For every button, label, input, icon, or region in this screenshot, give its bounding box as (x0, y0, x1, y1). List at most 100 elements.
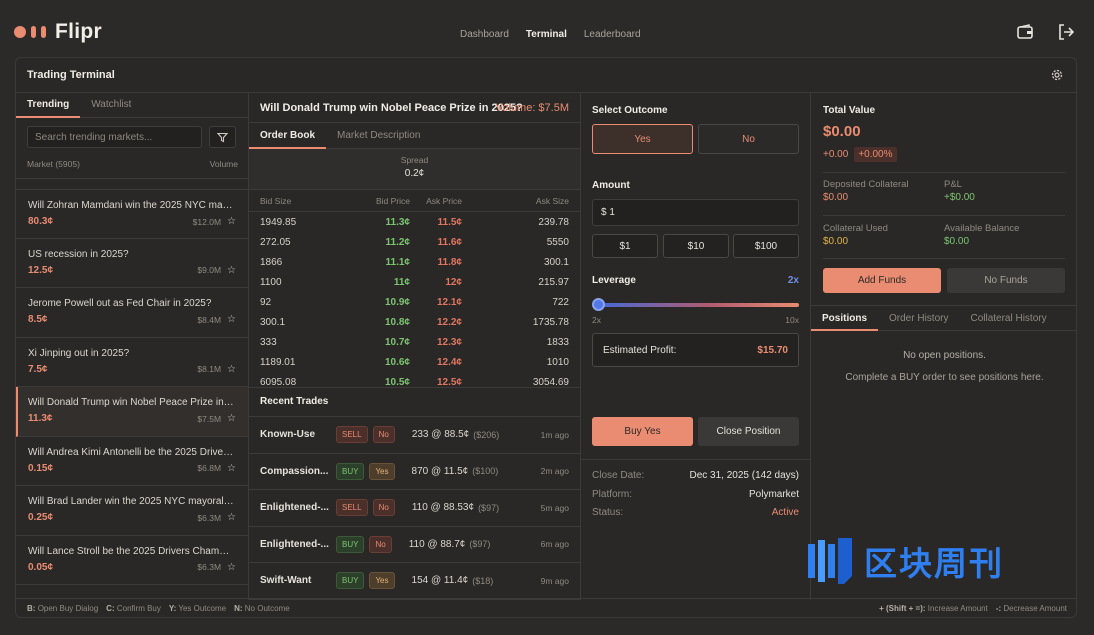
tab-trending[interactable]: Trending (16, 93, 81, 118)
leverage-min-label: 2x (592, 315, 601, 325)
market-volume-value: $6.3M (197, 512, 222, 523)
order-book-row[interactable]: 300.1 10.8¢ 12.2¢ 1735.78 (249, 312, 580, 332)
leverage-slider-track[interactable] (598, 303, 799, 307)
platform-value: Polymarket (748, 488, 799, 500)
trade-time: 6m ago (540, 539, 569, 550)
outcome-yes-button[interactable]: Yes (592, 124, 693, 154)
ask-price: 11.5¢ (437, 216, 462, 228)
bid-price: 10.9¢ (384, 296, 410, 308)
market-info: Close Date: Dec 31, 2025 (142 days) Plat… (581, 459, 810, 526)
tab-order-book[interactable]: Order Book (249, 123, 327, 149)
close-position-button[interactable]: Close Position (698, 417, 799, 446)
trade-detail: 110 @ 88.53¢ (411, 502, 475, 514)
trader-name[interactable]: Known-Use (260, 429, 315, 441)
trade-detail: 154 @ 11.4¢ (411, 575, 469, 587)
no-positions-hint: Complete a BUY order to see positions he… (845, 372, 1044, 383)
market-list-item[interactable]: Will Donald Trump win Nobel Peace Prize … (16, 387, 248, 437)
amount-input[interactable] (592, 199, 799, 226)
available-balance-label: Available Balance (944, 223, 1020, 234)
quick-amount-10-button[interactable]: $10 (663, 234, 729, 258)
market-price: 8.5¢ (28, 314, 48, 325)
shortcut-decrease-amount: -: Decrease Amount (995, 603, 1067, 613)
trader-name[interactable]: Compassion... (260, 465, 329, 477)
order-book-row[interactable]: 6095.08 10.5¢ 12.5¢ 3054.69 (249, 373, 580, 388)
bid-size: 92 (260, 296, 272, 308)
star-icon[interactable]: ☆ (227, 216, 236, 227)
order-book-row[interactable]: 1866 11.1¢ 11.8¢ 300.1 (249, 252, 580, 272)
star-icon[interactable]: ☆ (227, 314, 236, 325)
market-volume: $9.0M ☆ (197, 265, 236, 276)
order-book-row[interactable]: 1949.85 11.3¢ 11.5¢ 239.78 (249, 212, 580, 232)
market-question: Will Donald Trump win Nobel Peace Prize … (28, 397, 234, 408)
star-icon[interactable]: ☆ (227, 561, 236, 573)
tab-market-description[interactable]: Market Description (337, 130, 421, 141)
nav-leaderboard[interactable]: Leaderboard (583, 29, 641, 40)
order-book-row[interactable]: 272.05 11.2¢ 11.6¢ 5550 (249, 232, 580, 252)
market-list-item[interactable]: Will Brad Lander win the 2025 NYC mayora… (16, 486, 248, 536)
bid-price: 10.5¢ (384, 377, 410, 388)
logo[interactable]: Flipr (14, 20, 102, 44)
market-list-item[interactable]: Will Andrea Kimi Antonelli be the 2025 D… (16, 437, 248, 486)
ask-size: 215.97 (538, 276, 569, 288)
star-icon[interactable]: ☆ (227, 363, 236, 375)
market-volume: $8.4M ☆ (197, 314, 236, 325)
market-question: Will Lance Stroll be the 2025 Drivers Ch… (28, 545, 234, 557)
status-badge: Active (771, 507, 799, 518)
bid-size: 1189.01 (260, 357, 296, 369)
trade-usd: ($18) (472, 575, 494, 586)
filter-button[interactable] (209, 126, 236, 148)
no-positions-message: No open positions. (903, 350, 986, 361)
order-book-row[interactable]: 1100 11¢ 12¢ 215.97 (249, 272, 580, 292)
bid-price-header: Bid Price (375, 195, 410, 206)
add-funds-button[interactable]: Add Funds (823, 268, 941, 293)
market-list-item[interactable]: US recession in 2025? 12.5¢ $9.0M ☆ (16, 239, 248, 288)
market-list-item[interactable]: Will Lance Stroll be the 2025 Drivers Ch… (16, 536, 248, 585)
logout-icon[interactable] (1057, 23, 1075, 41)
market-list-item[interactable]: Jerome Powell out as Fed Chair in 2025? 8… (16, 288, 248, 338)
ask-price: 12.4¢ (436, 357, 462, 369)
order-book-row[interactable]: 333 10.7¢ 12.3¢ 1833 (249, 333, 580, 353)
gear-icon[interactable] (1050, 68, 1064, 82)
market-volume-value: $6.8M (197, 463, 222, 473)
bid-price: 10.7¢ (384, 337, 410, 349)
quick-amount-1-button[interactable]: $1 (592, 234, 658, 258)
trader-name[interactable]: Enlightened-... (260, 502, 329, 514)
leverage-slider-handle[interactable] (592, 298, 605, 311)
tab-order-history[interactable]: Order History (889, 313, 949, 324)
buy-yes-button[interactable]: Buy Yes (592, 417, 693, 446)
market-volume: $8.1M ☆ (197, 364, 236, 375)
outcome-no-button[interactable]: No (698, 124, 799, 154)
trader-name[interactable]: Enlightened-... (260, 538, 329, 550)
bid-size-header: Bid Size (260, 195, 292, 206)
tab-collateral-history[interactable]: Collateral History (970, 313, 1047, 324)
star-icon[interactable]: ☆ (227, 264, 236, 276)
order-book-row[interactable]: 92 10.9¢ 12.1¢ 722 (249, 292, 580, 312)
quick-amount-100-button[interactable]: $100 (733, 234, 799, 258)
wallet-icon[interactable] (1016, 23, 1034, 41)
ask-price: 12.1¢ (436, 296, 462, 308)
ask-price: 12¢ (445, 276, 462, 288)
spread-value: 0.2¢ (404, 168, 425, 179)
search-input[interactable] (27, 126, 202, 148)
market-list-item[interactable]: Will Zohran Mamdani win the 2025 NYC may… (16, 189, 248, 239)
nav-terminal[interactable]: Terminal (525, 29, 567, 40)
logo-bar-icon (41, 26, 46, 38)
top-nav: Flipr Dashboard Terminal Leaderboard (0, 0, 1094, 56)
star-icon[interactable]: ☆ (227, 462, 236, 474)
no-funds-button[interactable]: No Funds (947, 268, 1065, 293)
close-date-row: Close Date: Dec 31, 2025 (142 days) (592, 470, 799, 489)
star-icon[interactable]: ☆ (227, 512, 236, 523)
leverage-value: 2x (787, 275, 799, 286)
market-meta: 0.15¢ $6.8M ☆ (28, 463, 236, 474)
market-list-item[interactable]: Xi Jinping out in 2025? 7.5¢ $8.1M ☆ (16, 338, 248, 387)
bid-size: 1866 (260, 256, 283, 268)
ask-size: 1010 (546, 357, 569, 369)
tab-positions[interactable]: Positions (811, 306, 879, 331)
trade-usd: ($206) (473, 429, 500, 440)
panel-header: Trading Terminal (16, 58, 1076, 93)
nav-dashboard[interactable]: Dashboard (460, 29, 509, 40)
trader-name[interactable]: Swift-Want (260, 575, 312, 587)
star-icon[interactable]: ☆ (227, 413, 236, 424)
order-book-row[interactable]: 1189.01 10.6¢ 12.4¢ 1010 (249, 353, 580, 373)
tab-watchlist[interactable]: Watchlist (91, 99, 132, 110)
